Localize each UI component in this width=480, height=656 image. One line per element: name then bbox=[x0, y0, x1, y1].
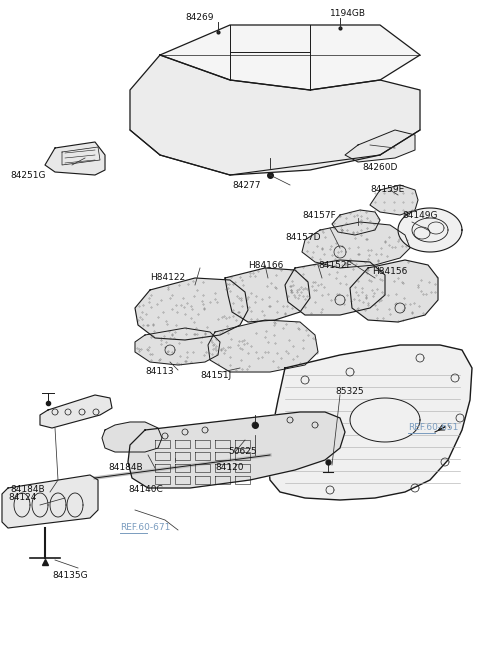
Polygon shape bbox=[350, 260, 438, 322]
Text: H84122: H84122 bbox=[150, 274, 185, 283]
Text: REF.60-651: REF.60-651 bbox=[408, 424, 458, 432]
Text: 50625: 50625 bbox=[228, 447, 257, 457]
Polygon shape bbox=[102, 422, 162, 452]
Polygon shape bbox=[302, 222, 410, 268]
Text: 84184B: 84184B bbox=[10, 485, 45, 495]
Text: 85325: 85325 bbox=[335, 388, 364, 396]
Text: 84149G: 84149G bbox=[402, 211, 437, 220]
Text: 84157D: 84157D bbox=[285, 234, 321, 243]
Text: 84113: 84113 bbox=[145, 367, 174, 377]
Text: 84277: 84277 bbox=[232, 180, 261, 190]
Text: 84152F: 84152F bbox=[318, 260, 352, 270]
Text: H84166: H84166 bbox=[248, 260, 283, 270]
Polygon shape bbox=[268, 345, 472, 500]
Polygon shape bbox=[332, 210, 380, 235]
Text: 84124: 84124 bbox=[8, 493, 36, 502]
Text: 84159E: 84159E bbox=[370, 186, 404, 194]
Polygon shape bbox=[160, 25, 420, 90]
Text: 84251G: 84251G bbox=[10, 171, 46, 180]
Polygon shape bbox=[208, 320, 318, 372]
Text: 84184B: 84184B bbox=[108, 464, 143, 472]
Text: REF.60-671: REF.60-671 bbox=[120, 523, 170, 533]
Text: 84151J: 84151J bbox=[200, 371, 231, 380]
Polygon shape bbox=[398, 208, 462, 252]
Polygon shape bbox=[350, 398, 420, 442]
Text: 84140C: 84140C bbox=[128, 485, 163, 495]
Text: H84156: H84156 bbox=[372, 268, 408, 276]
Polygon shape bbox=[370, 185, 418, 215]
Polygon shape bbox=[128, 412, 345, 488]
Polygon shape bbox=[135, 278, 248, 340]
Polygon shape bbox=[135, 328, 220, 365]
Text: 84260D: 84260D bbox=[362, 163, 397, 173]
Polygon shape bbox=[225, 268, 310, 322]
Text: 84269: 84269 bbox=[185, 14, 214, 22]
Text: 84135G: 84135G bbox=[52, 571, 88, 579]
Text: 84157F: 84157F bbox=[302, 211, 336, 220]
Polygon shape bbox=[2, 475, 98, 528]
Text: 84120: 84120 bbox=[215, 464, 243, 472]
Text: 1194GB: 1194GB bbox=[330, 9, 366, 18]
Polygon shape bbox=[45, 142, 105, 175]
Polygon shape bbox=[285, 260, 385, 315]
Polygon shape bbox=[40, 395, 112, 428]
Polygon shape bbox=[130, 55, 420, 175]
Polygon shape bbox=[345, 130, 415, 162]
Polygon shape bbox=[412, 218, 448, 242]
